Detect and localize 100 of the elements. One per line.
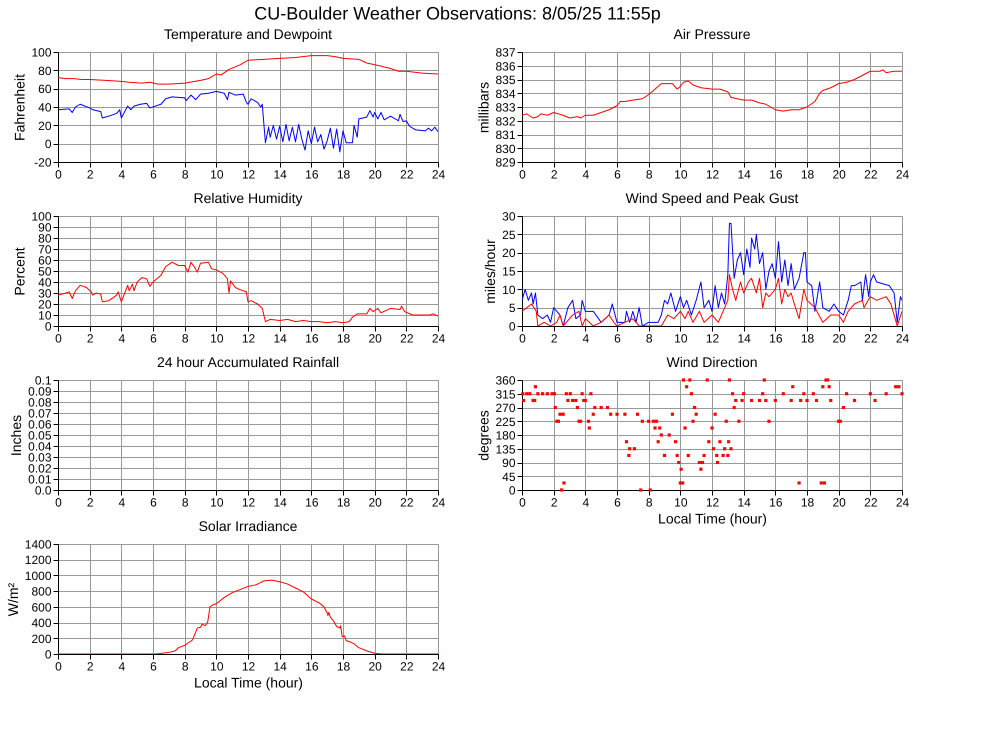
- chart-title: Wind Direction: [666, 354, 758, 370]
- y-tick-label: 833: [495, 100, 516, 114]
- x-tick-label: 0: [519, 332, 526, 346]
- x-tick-label: 18: [800, 496, 814, 510]
- chart-title: Wind Speed and Peak Gust: [626, 190, 798, 206]
- chart-title: Air Pressure: [673, 26, 751, 42]
- y-axis-title: millibars: [475, 82, 492, 134]
- x-tick-label: 10: [210, 496, 224, 510]
- x-tick-label: 8: [646, 168, 653, 182]
- y-tick-label: 225: [495, 414, 516, 429]
- line-series: [522, 69, 902, 118]
- y-tick-label: 0: [508, 320, 516, 334]
- y-tick-label: 80: [38, 64, 52, 78]
- y-tick-label: 800: [31, 584, 52, 599]
- x-tick-label: 24: [432, 660, 446, 674]
- y-tick-label: 100: [31, 210, 52, 224]
- y-tick-label: 10: [38, 308, 52, 322]
- y-tick-label: 0.05: [28, 428, 52, 442]
- y-tick-label: 70: [38, 242, 52, 256]
- y-tick-label: 0: [44, 320, 52, 334]
- x-tick-label: 16: [769, 496, 783, 510]
- x-tick-label: 18: [336, 168, 350, 182]
- x-tick-label: 4: [118, 496, 126, 510]
- y-tick-label: 20: [38, 298, 52, 312]
- x-tick-label: 10: [210, 168, 224, 182]
- x-tick-label: 8: [646, 496, 653, 510]
- x-tick-label: 20: [832, 496, 846, 510]
- x-tick-label: 8: [646, 332, 653, 346]
- x-tick-label: 16: [305, 660, 319, 674]
- y-tick-label: 0.0: [34, 484, 52, 498]
- y-tick-label: 60: [38, 82, 52, 96]
- y-tick-label: 45: [502, 470, 516, 484]
- x-tick-label: 18: [336, 332, 350, 346]
- y-tick-label: 1400: [24, 538, 52, 552]
- y-tick-label: 0: [44, 137, 52, 152]
- x-tick-label: 20: [368, 660, 382, 674]
- x-tick-label: 10: [674, 168, 688, 182]
- x-axis-title: Local Time (hour): [658, 510, 767, 526]
- line-series: [58, 55, 438, 85]
- y-tick-label: 830: [495, 142, 516, 156]
- x-tick-label: 0: [519, 496, 526, 510]
- x-tick-label: 18: [336, 496, 350, 510]
- x-tick-label: 2: [86, 660, 94, 674]
- x-tick-label: 14: [737, 332, 752, 346]
- x-tick-label: 22: [400, 332, 414, 346]
- x-tick-label: 24: [432, 496, 446, 510]
- x-tick-label: 6: [614, 168, 622, 182]
- y-tick-label: 90: [502, 456, 516, 470]
- y-tick-label: 0.06: [28, 418, 52, 432]
- x-tick-label: 8: [182, 660, 189, 674]
- x-tick-label: 4: [582, 496, 590, 510]
- x-tick-label: 2: [86, 168, 94, 182]
- x-tick-label: 20: [832, 168, 846, 182]
- x-tick-label: 22: [400, 168, 414, 182]
- x-tick-label: 6: [150, 660, 158, 674]
- y-tick-label: 315: [495, 387, 516, 402]
- y-tick-label: 15: [502, 264, 516, 278]
- y-tick-label: 135: [495, 442, 516, 456]
- x-tick-label: 14: [273, 332, 288, 346]
- y-tick-label: 0.09: [28, 384, 52, 398]
- x-tick-label: 22: [864, 168, 878, 182]
- x-tick-label: 10: [674, 496, 688, 510]
- y-tick-label: 180: [495, 428, 516, 442]
- y-tick-label: 1000: [24, 568, 52, 583]
- y-tick-label: 20: [502, 246, 516, 260]
- y-tick-label: 836: [495, 59, 516, 74]
- x-tick-label: 2: [550, 168, 558, 182]
- y-tick-label: -20: [34, 156, 52, 170]
- y-tick-label: 200: [31, 632, 52, 646]
- x-tick-label: 12: [706, 168, 720, 182]
- y-tick-label: 837: [495, 46, 516, 60]
- y-tick-label: 600: [31, 600, 52, 614]
- y-tick-label: 831: [495, 128, 516, 142]
- x-tick-label: 16: [305, 496, 319, 510]
- x-tick-label: 0: [55, 332, 62, 346]
- y-tick-label: 0.01: [28, 472, 52, 486]
- y-tick-label: 270: [495, 401, 516, 415]
- y-axis-title: Fahrenheit: [11, 74, 28, 141]
- x-tick-label: 16: [305, 168, 319, 182]
- x-tick-label: 6: [150, 168, 158, 182]
- x-tick-label: 22: [400, 660, 414, 674]
- x-tick-label: 20: [368, 168, 382, 182]
- y-tick-label: 0.07: [28, 406, 52, 420]
- x-tick-label: 24: [432, 168, 446, 182]
- y-tick-label: 0.02: [28, 462, 52, 476]
- y-tick-label: 60: [38, 254, 52, 268]
- x-tick-label: 0: [55, 660, 62, 674]
- x-tick-label: 8: [182, 332, 189, 346]
- x-tick-label: 10: [674, 332, 688, 346]
- x-tick-label: 0: [55, 168, 62, 182]
- x-axis-title: Local Time (hour): [194, 674, 303, 690]
- x-tick-label: 20: [832, 332, 846, 346]
- text: CU-Boulder Weather Observations: 8/05/25 11:55p: [254, 4, 661, 24]
- x-tick-label: 10: [210, 660, 224, 674]
- x-tick-label: 12: [242, 660, 256, 674]
- x-tick-label: 18: [800, 168, 814, 182]
- x-tick-label: 8: [182, 168, 189, 182]
- x-tick-label: 18: [800, 332, 814, 346]
- x-tick-label: 6: [150, 332, 158, 346]
- y-tick-label: 40: [38, 100, 52, 114]
